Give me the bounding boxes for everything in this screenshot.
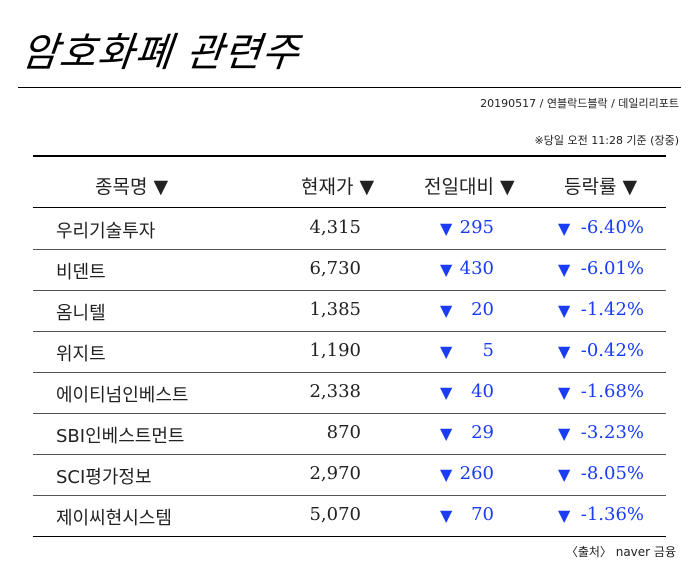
- change-rate: -1.68%: [580, 381, 644, 402]
- change-down-icon: ▼: [440, 424, 453, 443]
- column-header-price[interactable]: 현재가 ▼: [301, 176, 375, 198]
- column-header-rate[interactable]: 등락률 ▼: [564, 176, 638, 198]
- price-change: 260: [459, 463, 494, 484]
- source-line: 20190517 / 연블락드블락 / 데일리리포트: [480, 97, 679, 110]
- change-down-icon: ▼: [440, 465, 453, 484]
- current-price: 5,070: [309, 504, 361, 525]
- rate-down-icon: ▼: [558, 219, 571, 238]
- rate-down-icon: ▼: [558, 383, 571, 402]
- table-row: SCI평가정보 2,970 ▼ 260 ▼ -8.05%: [33, 454, 666, 496]
- timestamp-note: ※당일 오전 11:28 기준 (장중): [534, 134, 679, 147]
- page-title: 암호화폐 관련주: [19, 30, 303, 76]
- column-header-name[interactable]: 종목명 ▼: [95, 176, 169, 198]
- change-down-icon: ▼: [440, 383, 453, 402]
- current-price: 1,190: [309, 340, 361, 361]
- rate-down-icon: ▼: [558, 301, 571, 320]
- current-price: 2,970: [309, 463, 361, 484]
- column-header-change[interactable]: 전일대비 ▼: [424, 176, 515, 198]
- price-change: 40: [471, 381, 494, 402]
- price-change: 20: [471, 299, 494, 320]
- table-header: 종목명 ▼ 현재가 ▼ 전일대비 ▼ 등락률 ▼: [33, 157, 666, 207]
- rate-down-icon: ▼: [558, 424, 571, 443]
- header-divider: [33, 207, 666, 208]
- change-down-icon: ▼: [440, 219, 453, 238]
- current-price: 6,730: [309, 258, 361, 279]
- change-rate: -8.05%: [580, 463, 644, 484]
- change-down-icon: ▼: [440, 342, 453, 361]
- current-price: 4,315: [309, 217, 361, 238]
- change-rate: -1.36%: [580, 504, 644, 525]
- change-rate: -3.23%: [580, 422, 644, 443]
- table-row: 제이씨현시스템 5,070 ▼ 70 ▼ -1.36%: [33, 495, 666, 537]
- price-change: 29: [471, 422, 494, 443]
- change-rate: -6.01%: [580, 258, 644, 279]
- change-down-icon: ▼: [440, 506, 453, 525]
- current-price: 1,385: [309, 299, 361, 320]
- table-top-rule: [33, 155, 666, 157]
- stock-name: 제이씨현시스템: [56, 508, 172, 529]
- table-row: SBI인베스트먼트 870 ▼ 29 ▼ -3.23%: [33, 413, 666, 455]
- stock-name: 비덴트: [56, 262, 106, 283]
- stock-name: 옴니텔: [56, 303, 106, 324]
- current-price: 2,338: [309, 381, 361, 402]
- rate-down-icon: ▼: [558, 342, 571, 361]
- stock-name: 위지트: [56, 344, 106, 365]
- price-change: 430: [459, 258, 494, 279]
- source-credit: 〈출처〉 naver 금융: [565, 545, 676, 559]
- rate-down-icon: ▼: [558, 260, 571, 279]
- stock-name: SBI인베스트먼트: [56, 426, 185, 447]
- table-row: 비덴트 6,730 ▼ 430 ▼ -6.01%: [33, 249, 666, 291]
- change-rate: -6.40%: [580, 217, 644, 238]
- table-row: 우리기술투자 4,315 ▼ 295 ▼ -6.40%: [33, 208, 666, 250]
- title-divider: [18, 87, 681, 88]
- price-change: 70: [471, 504, 494, 525]
- change-rate: -1.42%: [580, 299, 644, 320]
- rate-down-icon: ▼: [558, 506, 571, 525]
- change-down-icon: ▼: [440, 260, 453, 279]
- change-down-icon: ▼: [440, 301, 453, 320]
- stock-name: SCI평가정보: [56, 467, 152, 488]
- stock-name: 우리기술투자: [56, 221, 156, 242]
- table-row: 에이티넘인베스트 2,338 ▼ 40 ▼ -1.68%: [33, 372, 666, 414]
- change-rate: -0.42%: [580, 340, 644, 361]
- rate-down-icon: ▼: [558, 465, 571, 484]
- price-change: 5: [482, 340, 494, 361]
- price-change: 295: [459, 217, 494, 238]
- table-row: 위지트 1,190 ▼ 5 ▼ -0.42%: [33, 331, 666, 373]
- stock-name: 에이티넘인베스트: [56, 385, 189, 406]
- current-price: 870: [326, 422, 361, 443]
- table-row: 옴니텔 1,385 ▼ 20 ▼ -1.42%: [33, 290, 666, 332]
